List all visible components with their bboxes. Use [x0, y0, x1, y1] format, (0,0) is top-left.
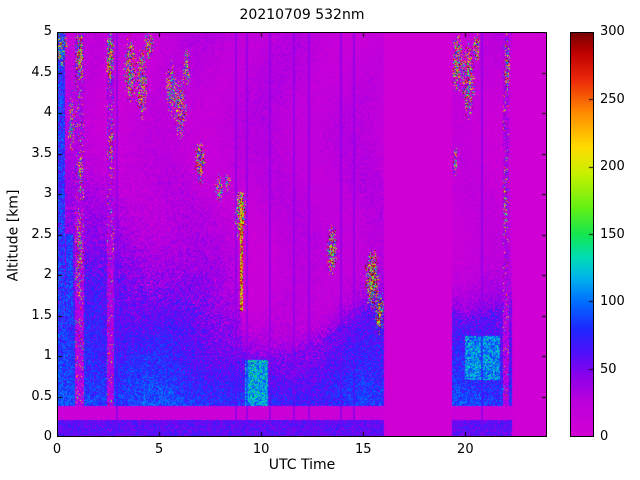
y-tick-label: 3	[43, 186, 52, 201]
colorbar-tick-label: 100	[600, 294, 625, 309]
chart-title: 20210709 532nm	[239, 7, 365, 23]
y-tick-label: 0.5	[31, 388, 52, 404]
colorbar-tick-label: 150	[600, 226, 625, 242]
x-tick-label: 15	[354, 442, 372, 457]
colorbar-tick-label: 250	[600, 91, 625, 107]
y-tick-label: 2	[43, 267, 52, 282]
y-tick-label: 1	[43, 348, 52, 363]
y-tick-label: 5	[43, 24, 52, 39]
y-tick-label: 0	[43, 429, 52, 444]
y-tick-label: 3.5	[31, 145, 52, 161]
y-tick-label: 4.5	[31, 64, 52, 80]
colorbar-tick-label: 0	[600, 429, 609, 444]
colorbar-tick-label: 200	[600, 159, 625, 174]
x-axis-label: UTC Time	[268, 457, 336, 473]
colorbar-tick-label: 50	[600, 361, 617, 377]
y-tick-label: 2.5	[31, 226, 52, 242]
colorbar-tick-label: 300	[600, 24, 625, 39]
x-tick-label: 5	[154, 442, 164, 457]
x-tick-label: 20	[457, 442, 474, 457]
y-tick-label: 1.5	[31, 307, 52, 323]
x-tick-label: 10	[252, 442, 270, 457]
y-tick-label: 4	[43, 105, 52, 120]
heatmap-canvas	[57, 32, 547, 437]
x-tick-label: 0	[52, 442, 62, 457]
colorbar-canvas	[570, 32, 594, 437]
